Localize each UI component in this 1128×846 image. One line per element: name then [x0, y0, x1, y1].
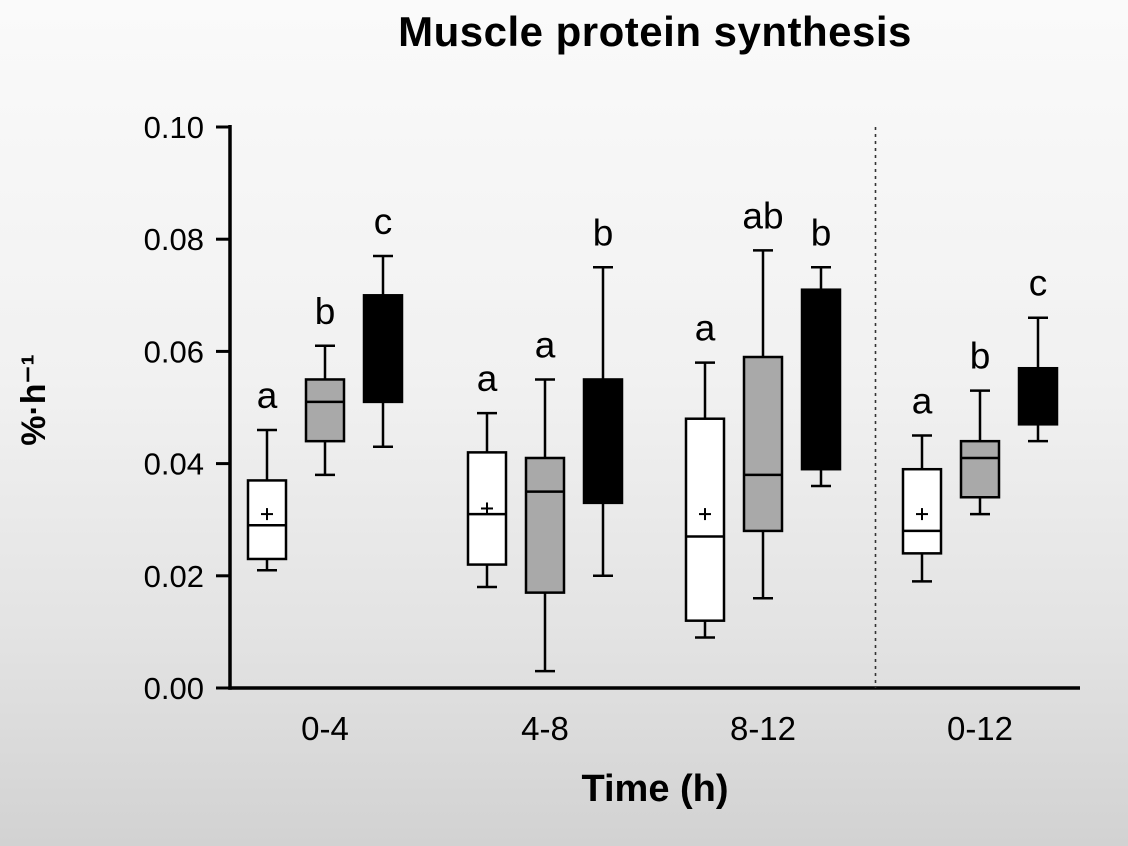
- significance-letter: a: [535, 324, 556, 365]
- box-black: [362, 294, 404, 404]
- box-gray: [304, 378, 346, 443]
- y-tick-label: 0.08: [144, 222, 204, 257]
- significance-letter: a: [257, 375, 278, 416]
- significance-letter: a: [695, 308, 716, 349]
- x-tick-label: 8-12: [730, 710, 796, 747]
- box-black: [1017, 366, 1059, 426]
- y-tick-label: 0.10: [144, 110, 204, 145]
- significance-letter: c: [1029, 263, 1048, 304]
- y-tick-label: 0.00: [144, 671, 204, 706]
- y-tick-label: 0.06: [144, 334, 204, 369]
- significance-letter: a: [477, 358, 498, 399]
- box-gray: [959, 439, 1001, 499]
- x-axis-label: Time (h): [581, 768, 729, 810]
- significance-letter: b: [811, 212, 832, 253]
- chart-title: Muscle protein synthesis: [398, 8, 912, 55]
- box-black: [800, 288, 842, 471]
- x-tick-label: 0-4: [301, 710, 349, 747]
- y-tick-label: 0.04: [144, 447, 204, 482]
- box-black: [582, 378, 624, 505]
- y-tick-label: 0.02: [144, 559, 204, 594]
- significance-letter: a: [912, 381, 933, 422]
- significance-letter: ab: [742, 195, 783, 236]
- x-tick-label: 0-12: [947, 710, 1013, 747]
- significance-letter: b: [970, 336, 991, 377]
- significance-letter: b: [593, 212, 614, 253]
- x-tick-label: 4-8: [521, 710, 569, 747]
- significance-letter: b: [315, 291, 336, 332]
- significance-letter: c: [374, 201, 393, 242]
- box-gray: [742, 355, 784, 533]
- box-gray: [524, 456, 566, 594]
